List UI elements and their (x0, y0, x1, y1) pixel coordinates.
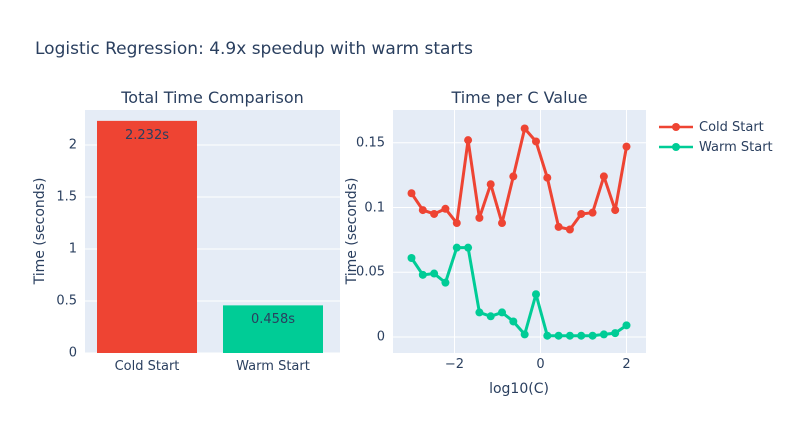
subplot-title-time-per-c: Time per C Value (451, 88, 588, 107)
marker-cold-start (588, 208, 597, 217)
figure-title: Logistic Regression: 4.9x speedup with w… (35, 39, 473, 59)
bar-warm-start (223, 305, 323, 353)
marker-cold-start (452, 219, 461, 228)
marker-warm-start (509, 317, 518, 326)
marker-cold-start (565, 225, 574, 234)
marker-warm-start (531, 290, 540, 299)
y-tick-label: 0 (376, 329, 385, 345)
subplot-title-total-time: Total Time Comparison (121, 88, 304, 107)
y-tick-label: 0.5 (56, 293, 77, 309)
marker-cold-start (464, 136, 473, 145)
marker-cold-start (509, 172, 518, 181)
marker-warm-start (441, 278, 450, 287)
y-tick-label: 2 (68, 137, 77, 153)
bar-cold-start (97, 120, 197, 353)
marker-cold-start (611, 206, 620, 215)
marker-warm-start (599, 330, 608, 339)
marker-warm-start (498, 308, 507, 317)
marker-cold-start (577, 209, 586, 218)
marker-warm-start (407, 254, 416, 263)
marker-cold-start (407, 189, 416, 198)
marker-warm-start (577, 331, 586, 340)
marker-cold-start (498, 219, 507, 228)
marker-cold-start (430, 209, 439, 218)
legend-label: Warm Start (699, 139, 773, 155)
marker-warm-start (464, 243, 473, 252)
x-tick-label: Warm Start (236, 359, 310, 374)
marker-warm-start (475, 308, 484, 317)
marker-cold-start (520, 124, 529, 133)
legend-line-marker-icon (659, 143, 693, 151)
y-tick-label: 0.05 (356, 264, 385, 280)
marker-warm-start (520, 330, 529, 339)
bar-value-label: 2.232s (125, 127, 169, 143)
x-tick-label: −2 (444, 357, 465, 372)
marker-cold-start (599, 172, 608, 181)
marker-cold-start (622, 142, 631, 151)
y-tick-label: 1.5 (56, 189, 77, 205)
legend: Cold Start Warm Start (659, 117, 773, 157)
marker-warm-start (622, 321, 631, 330)
marker-warm-start (486, 312, 495, 321)
bar-chart-plot-area (85, 110, 340, 353)
marker-cold-start (486, 180, 495, 189)
legend-item-warm-start[interactable]: Warm Start (659, 137, 773, 157)
marker-cold-start (554, 222, 563, 231)
marker-cold-start (543, 173, 552, 182)
marker-cold-start (531, 137, 540, 146)
legend-line-marker-icon (659, 123, 693, 131)
marker-warm-start (565, 331, 574, 340)
y-tick-label: 0.1 (364, 200, 385, 215)
y-tick-label: 0 (68, 345, 77, 361)
marker-warm-start (543, 331, 552, 340)
y-tick-label: 0.15 (356, 135, 385, 151)
y-tick-label: 1 (68, 241, 77, 257)
marker-warm-start (418, 270, 427, 279)
line-chart-plot-area (393, 110, 646, 353)
x-tick-label: 0 (536, 357, 545, 372)
marker-warm-start (430, 269, 439, 278)
bar-value-label: 0.458s (251, 312, 295, 328)
legend-label: Cold Start (699, 119, 764, 135)
legend-item-cold-start[interactable]: Cold Start (659, 117, 773, 137)
marker-warm-start (452, 243, 461, 252)
marker-cold-start (418, 206, 427, 215)
marker-cold-start (475, 213, 484, 222)
marker-cold-start (441, 204, 450, 213)
x-tick-label: Cold Start (114, 359, 180, 374)
x-tick-label: 2 (622, 357, 631, 372)
marker-warm-start (588, 331, 597, 340)
line-x-axis-title: log10(C) (489, 381, 549, 397)
marker-warm-start (554, 331, 563, 340)
marker-warm-start (611, 329, 620, 338)
